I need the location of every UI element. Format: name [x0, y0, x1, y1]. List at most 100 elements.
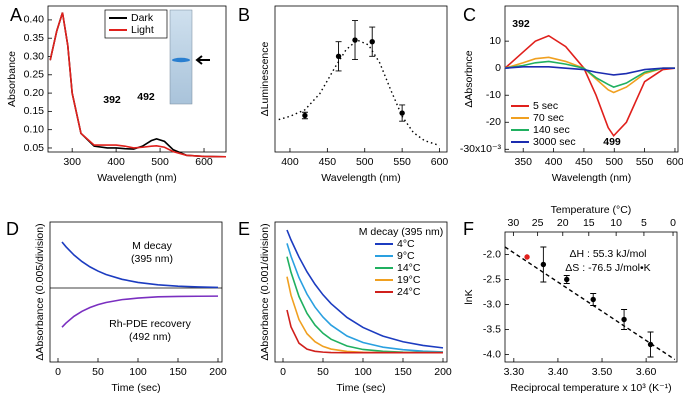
legend-label: 140 sec [533, 124, 570, 136]
y-axis-label: lnK [463, 289, 475, 304]
x2-tick-label: 15 [583, 217, 595, 229]
y-axis-label: ΔAbsorbance (0.005/division) [34, 223, 46, 360]
annotation: 492 [137, 91, 155, 103]
plot-frame [274, 5, 448, 153]
x-tick-label: 550 [393, 156, 411, 168]
x-tick-label: 500 [356, 156, 374, 168]
x2-tick-label: 10 [610, 217, 622, 229]
x-tick-label: 0 [280, 366, 286, 378]
data-point [524, 254, 530, 260]
x-tick-label: 400 [545, 156, 563, 168]
annotation: ΔS : -76.5 J/mol•K [565, 262, 650, 274]
panel-label: F [463, 219, 474, 239]
x-tick-label: 450 [319, 156, 337, 168]
data-point [352, 37, 358, 43]
panel-label: E [238, 219, 250, 239]
x2-tick-label: 20 [557, 217, 569, 229]
x-tick-label: 3.30 [504, 366, 525, 378]
y-axis-label: ΔAbsorbnce [463, 50, 475, 107]
x-tick-label: 0 [55, 366, 61, 378]
annotation: Rh-PDE recovery [109, 318, 191, 330]
x-tick-label: 550 [636, 156, 654, 168]
y-tick-label: -3.5 [483, 323, 501, 335]
legend-label: 5 sec [533, 100, 558, 112]
annotation: 392 [512, 18, 530, 30]
annotation: (492 nm) [129, 331, 171, 343]
y-axis-label: ΔLuminescence [259, 41, 271, 116]
y-tick-label: -10 [486, 89, 501, 101]
y-tick-label: 0 [495, 62, 501, 74]
y-tick-label: 0.10 [24, 123, 45, 135]
plot-frame [504, 5, 679, 153]
x-tick-label: 100 [354, 366, 372, 378]
series-line [504, 66, 675, 76]
legend-frame [104, 9, 168, 39]
y-tick-label: 0.25 [24, 69, 45, 81]
y-axis-label: Absorbance [6, 51, 18, 107]
x-tick-label: 3.50 [592, 366, 613, 378]
x-tick-label: 600 [431, 156, 449, 168]
y-tick-label: 0.05 [24, 142, 45, 154]
x-tick-label: 600 [195, 156, 213, 168]
plot-frame [47, 5, 227, 153]
panel-label: C [463, 5, 476, 25]
x-tick-label: 100 [129, 366, 147, 378]
legend-label: Light [131, 24, 154, 36]
y-tick-label: -20 [486, 116, 501, 128]
annotation: M decay [132, 240, 172, 252]
x-tick-label: 150 [394, 366, 412, 378]
data-point [590, 296, 596, 303]
y-tick-label: -2.5 [483, 273, 501, 285]
y-tick-label: 0.40 [24, 14, 45, 26]
panel-label: D [6, 219, 19, 239]
legend-label: 24°C [397, 286, 421, 298]
panel-label: B [238, 5, 250, 25]
x-tick-label: 200 [434, 366, 452, 378]
y-tick-label: -4.0 [483, 348, 501, 360]
x-tick-label: 50 [92, 366, 104, 378]
legend-label: 70 sec [533, 112, 564, 124]
x-tick-label: 200 [209, 366, 227, 378]
legend-label: 19°C [397, 274, 421, 286]
gel-inset [169, 9, 210, 105]
annotation: 392 [103, 94, 121, 106]
x-tick-label: 400 [107, 156, 125, 168]
annotation: (395 nm) [131, 253, 173, 265]
series-line [504, 246, 676, 361]
legend-label: 3000 sec [533, 136, 576, 148]
y-tick-label: -30x10⁻³ [460, 143, 502, 155]
x-axis-label: Wavelength (nm) [97, 172, 177, 184]
series-line [49, 12, 227, 158]
panel-label: A [10, 5, 22, 25]
x-tick-label: 350 [514, 156, 532, 168]
data-point [335, 53, 342, 59]
legend-label: 4°C [397, 238, 415, 250]
series-line [504, 34, 676, 138]
series-line [61, 295, 219, 328]
series-line [286, 309, 443, 354]
x-tick-label: 450 [575, 156, 593, 168]
series-line [286, 243, 444, 353]
x-axis-label: Time (sec) [336, 382, 385, 394]
legend-label: 9°C [397, 250, 415, 262]
x2-tick-label: 5 [641, 217, 647, 229]
data-point [540, 261, 547, 268]
plot-frame [49, 221, 223, 363]
x-axis-label: Time (sec) [111, 382, 160, 394]
x-tick-label: 3.40 [548, 366, 569, 378]
y-axis-label: ΔAbsorbance (0.001/division) [259, 223, 271, 360]
annotation: ΔH : 55.3 kJ/mol [569, 248, 646, 260]
series-line [286, 229, 444, 349]
x-tick-label: 400 [281, 156, 299, 168]
y-tick-label: -3.0 [483, 298, 501, 310]
y-tick-label: 0.15 [24, 105, 45, 117]
series-line [504, 60, 675, 88]
x2-tick-label: 30 [508, 217, 520, 229]
data-point [369, 38, 375, 45]
x2-tick-label: 0 [670, 217, 676, 229]
x-axis-label: Wavelength (nm) [552, 172, 632, 184]
x-tick-label: 500 [605, 156, 623, 168]
x2-axis-label: Temperature (°C) [551, 204, 632, 216]
x-tick-label: 500 [151, 156, 169, 168]
